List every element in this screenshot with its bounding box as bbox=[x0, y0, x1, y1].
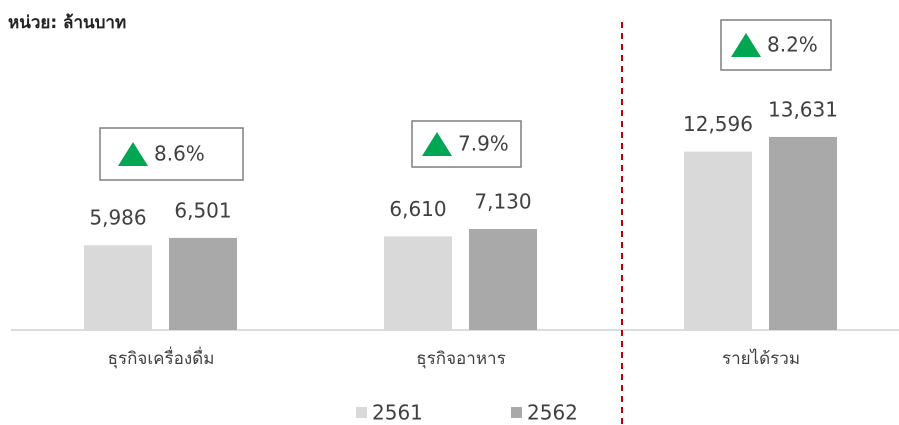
growth-arrow bbox=[731, 33, 761, 57]
bar bbox=[84, 245, 152, 330]
bar bbox=[384, 236, 452, 330]
value-label: 6,501 bbox=[174, 198, 231, 222]
bar bbox=[684, 151, 752, 330]
growth-arrow bbox=[422, 132, 452, 156]
legend-label: 2562 bbox=[527, 401, 578, 425]
bar bbox=[469, 229, 537, 330]
growth-label: 8.2% bbox=[767, 33, 818, 57]
value-label: 7,130 bbox=[474, 190, 531, 214]
bar bbox=[769, 136, 837, 330]
value-label: 6,610 bbox=[389, 197, 446, 221]
legend-swatch bbox=[356, 407, 367, 418]
growth-label: 8.6% bbox=[154, 142, 205, 166]
growth-label: 7.9% bbox=[458, 132, 509, 156]
growth-arrow bbox=[118, 142, 148, 166]
legend-label: 2561 bbox=[372, 401, 423, 425]
legend-swatch bbox=[511, 407, 522, 418]
x-tick-label: ธุรกิจอาหาร bbox=[416, 349, 505, 369]
unit-label: หน่วย: ล้านบาท bbox=[8, 13, 126, 33]
bar bbox=[169, 237, 237, 330]
value-label: 12,596 bbox=[683, 112, 753, 136]
x-tick-label: ธุรกิจเครื่องดื่ม bbox=[108, 346, 215, 369]
growth-box bbox=[99, 127, 244, 181]
x-tick-label: รายได้รวม bbox=[722, 348, 800, 369]
value-label: 5,986 bbox=[89, 206, 146, 230]
value-label: 13,631 bbox=[768, 97, 838, 121]
